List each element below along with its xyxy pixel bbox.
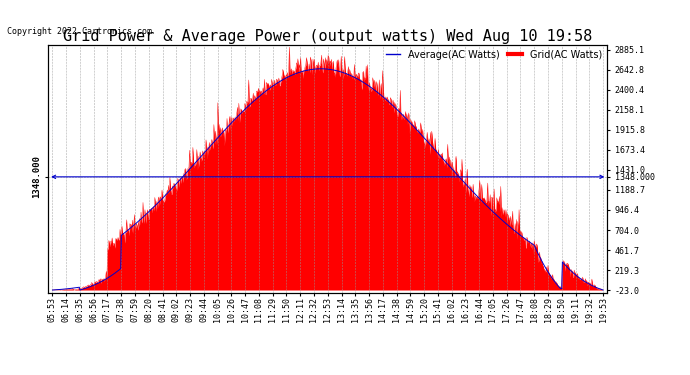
Legend: Average(AC Watts), Grid(AC Watts): Average(AC Watts), Grid(AC Watts)	[382, 46, 607, 64]
Text: Copyright 2022 Cartronics.com: Copyright 2022 Cartronics.com	[7, 27, 152, 36]
Title: Grid Power & Average Power (output watts) Wed Aug 10 19:58: Grid Power & Average Power (output watts…	[63, 29, 593, 44]
